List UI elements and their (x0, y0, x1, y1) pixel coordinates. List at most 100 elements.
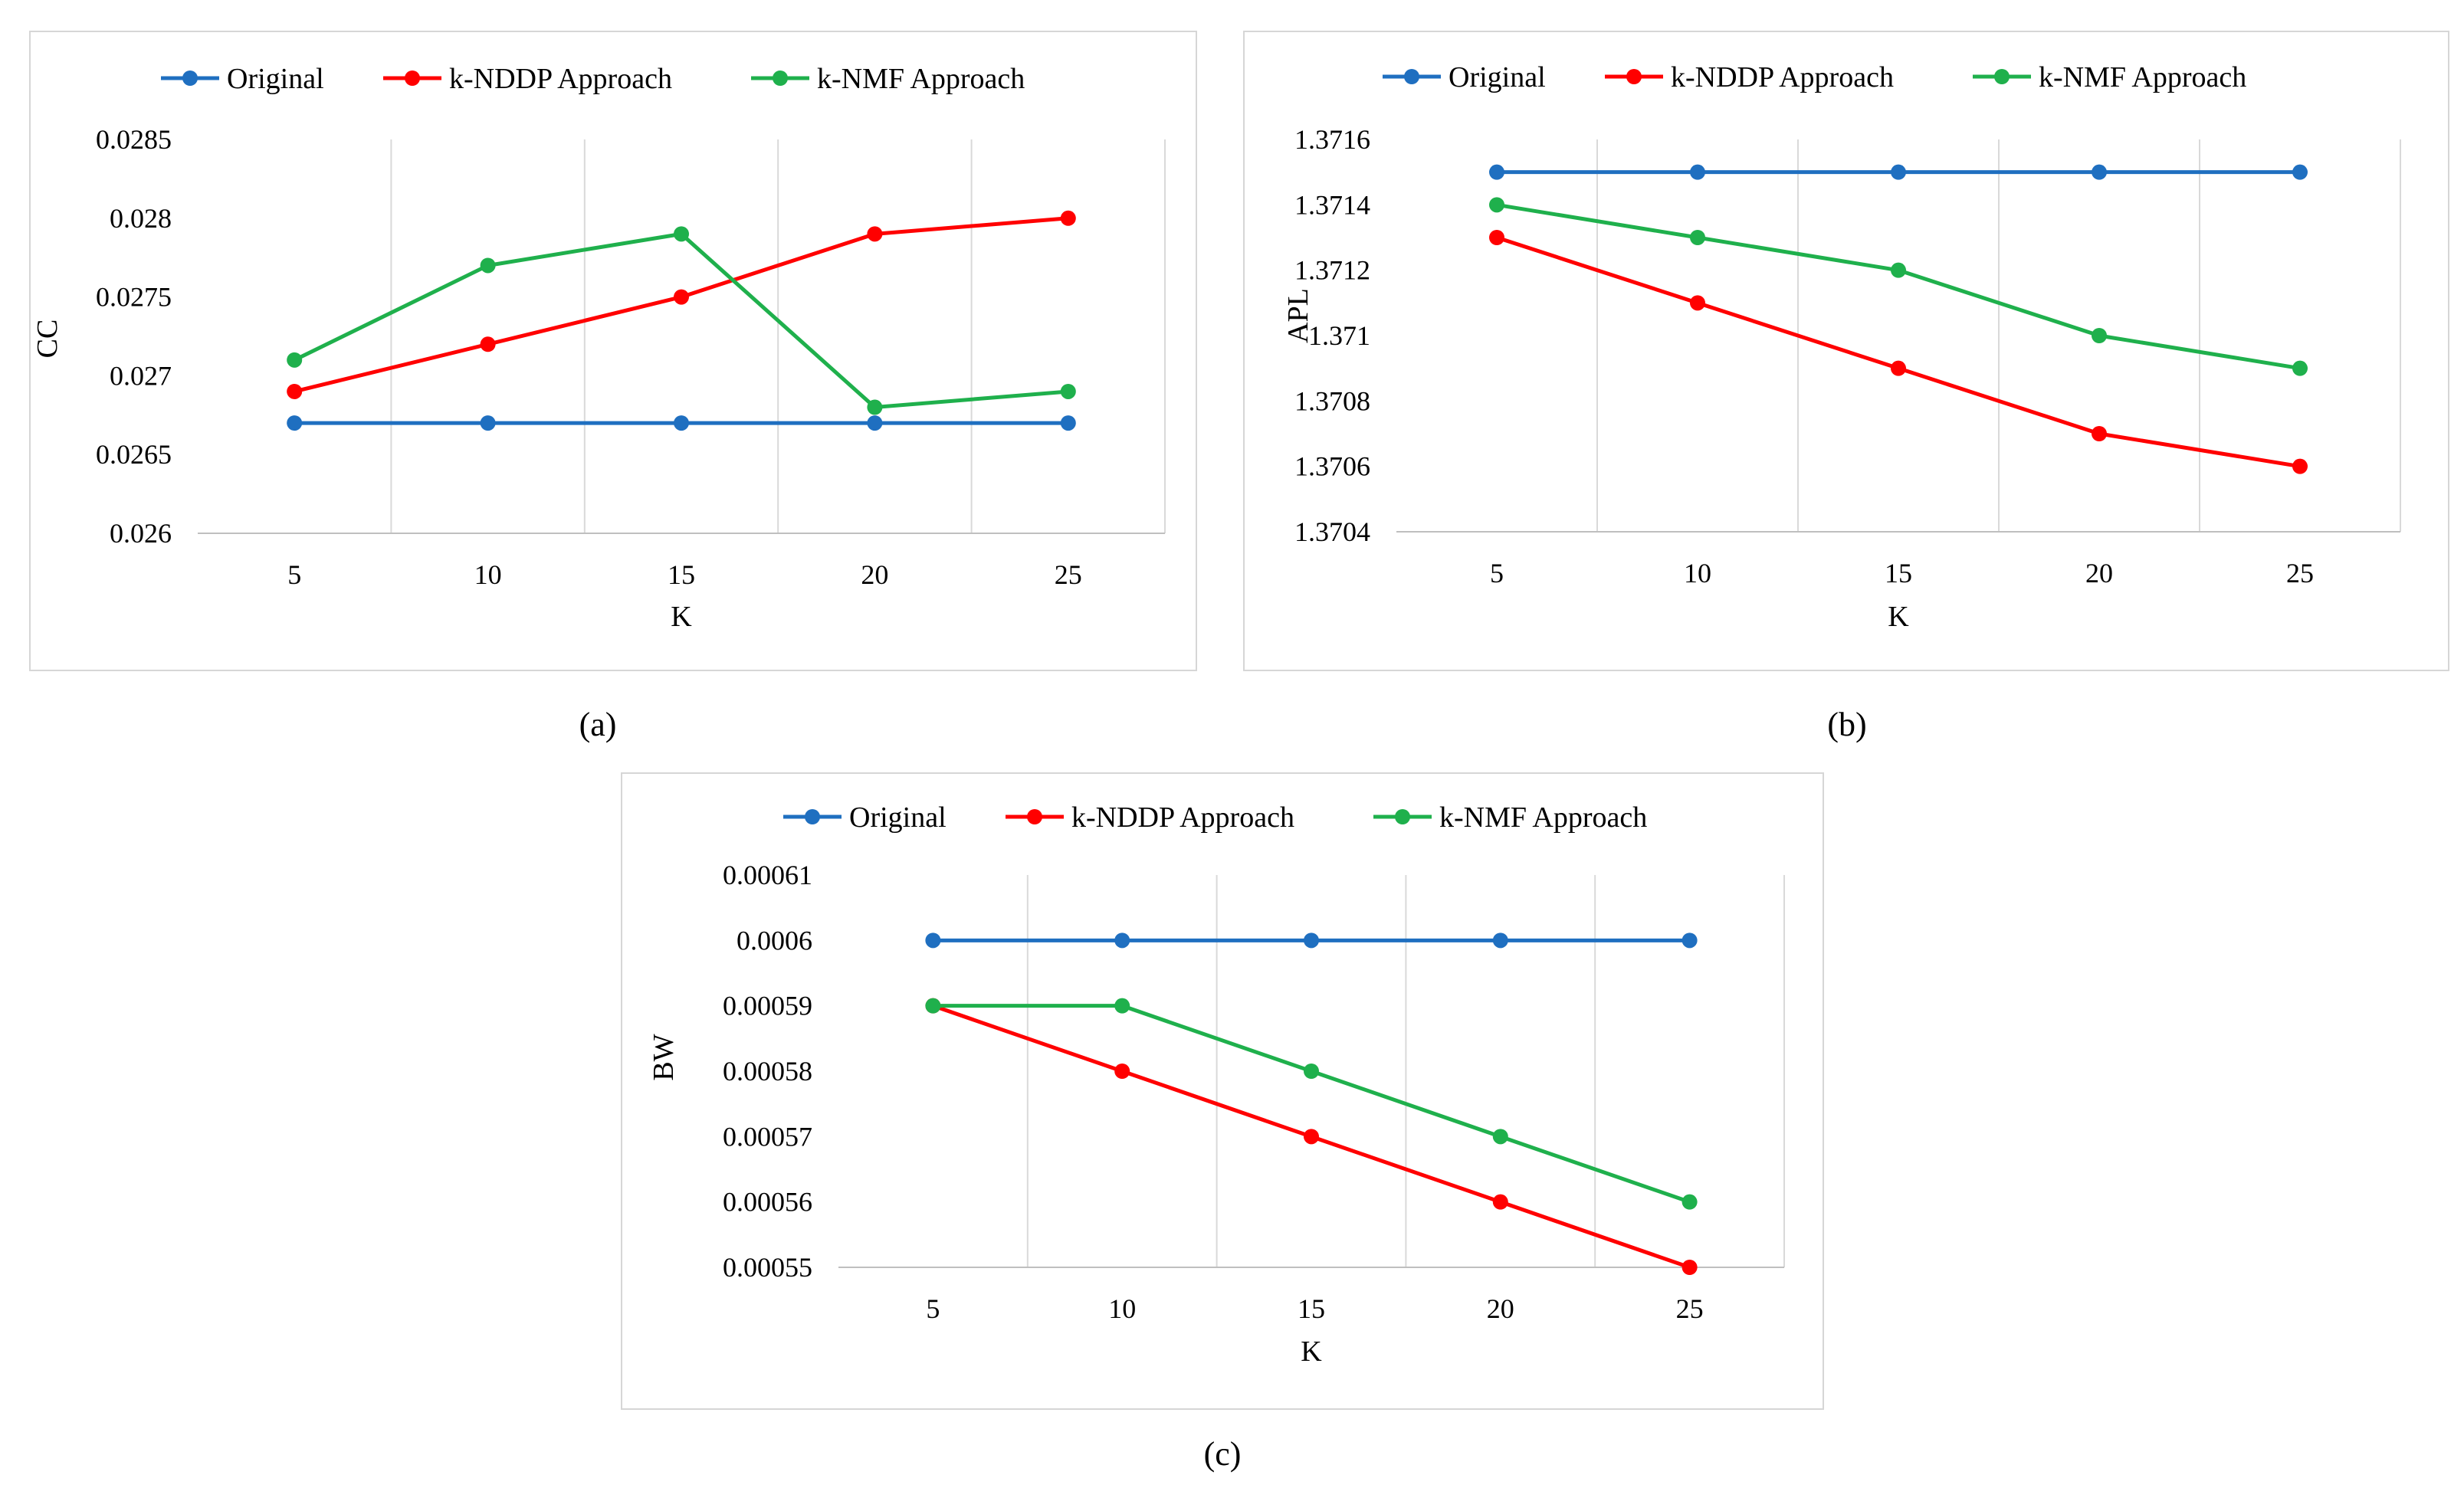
legend-label-nddp: k-NDDP Approach (1671, 61, 1894, 93)
y-axis-title: APL (1282, 288, 1314, 343)
x-axis-title: K (1888, 601, 1909, 633)
series-line-nmf (1496, 202, 2301, 371)
legend-label-original: Original (849, 801, 947, 834)
data-point-nddp (480, 336, 496, 352)
y-tick-label: 1.3704 (1294, 516, 1370, 547)
x-tick-label: 25 (1055, 559, 1082, 590)
chart-a: 0.026 0.0265 0.027 0.0275 0.028 0.0285 5 10 15 20… (31, 63, 1166, 633)
y-tick-label: 0.00056 (723, 1187, 812, 1218)
data-point-nddp (1492, 1194, 1508, 1210)
y-tick-label: 0.00061 (723, 860, 812, 890)
data-point-original (925, 932, 941, 949)
chart-c: 0.00055 0.00056 0.00057 0.00058 0.00059 0.000… (648, 801, 1785, 1368)
y-tick-label: 0.0275 (96, 282, 172, 313)
series-line-nmf (294, 231, 1069, 410)
series-line-nmf (933, 1004, 1691, 1204)
y-tick-label: 0.00055 (723, 1252, 812, 1283)
x-tick-label: 20 (2085, 558, 2113, 588)
y-tick-label: 0.00058 (723, 1056, 812, 1087)
data-point-nddp (867, 226, 883, 242)
caption-a: (a) (579, 706, 617, 743)
x-tick-label: 25 (2286, 558, 2314, 588)
y-tick-label: 0.027 (110, 360, 172, 391)
data-point-nmf (1304, 1064, 1319, 1079)
x-tick-label: 20 (1487, 1293, 1514, 1324)
data-point-nmf (1681, 1194, 1698, 1210)
data-point-original (1114, 932, 1130, 949)
data-point-nddp (1690, 295, 1705, 311)
y-tick-label: 1.3708 (1294, 385, 1370, 416)
y-tick-label: 0.028 (110, 203, 172, 234)
data-point-original (1891, 164, 1906, 180)
y-tick-label: 1.3714 (1294, 189, 1370, 220)
x-tick-label: 20 (861, 559, 888, 590)
x-tick-label: 15 (1885, 558, 1912, 588)
data-point-original (2092, 164, 2107, 180)
x-tick-label: 25 (1676, 1293, 1704, 1324)
data-point-nddp (1681, 1260, 1698, 1275)
data-point-original (1690, 164, 1705, 180)
legend-label-nddp: k-NDDP Approach (449, 63, 672, 95)
data-point-nmf (1489, 197, 1504, 213)
data-point-nmf (1060, 383, 1076, 399)
legend-marker-original (805, 809, 820, 824)
chart-panel-b: 1.3704 1.3706 1.3708 1.371 1.3712 1.3714 1.371… (1243, 31, 2449, 671)
data-point-nmf (1690, 230, 1705, 245)
data-point-nddp (1891, 360, 1906, 376)
data-point-nddp (674, 289, 689, 305)
data-point-original (674, 415, 689, 431)
y-tick-label: 1.3706 (1294, 451, 1370, 482)
x-tick-label: 5 (1490, 558, 1504, 588)
y-tick-label: 0.0285 (96, 124, 172, 155)
x-tick-label: 10 (1684, 558, 1711, 588)
y-axis-title: BW (648, 1034, 680, 1080)
data-point-original (480, 415, 496, 431)
legend-label-nmf: k-NMF Approach (1439, 801, 1647, 834)
data-point-nddp (1114, 1064, 1130, 1079)
y-tick-label: 0.026 (110, 518, 172, 549)
legend-label-original: Original (1449, 61, 1546, 93)
caption-c: (c) (1203, 1435, 1242, 1473)
data-point-nddp (1060, 210, 1076, 226)
data-point-original (1681, 932, 1698, 949)
x-tick-label: 5 (926, 1293, 940, 1324)
data-point-nddp (287, 383, 303, 399)
y-tick-label: 0.0006 (737, 925, 812, 955)
legend-label-nmf: k-NMF Approach (2039, 61, 2246, 93)
data-point-nmf (2292, 360, 2308, 376)
data-point-nmf (2092, 328, 2107, 343)
legend-marker-nddp (405, 70, 420, 86)
data-point-nmf (925, 998, 941, 1014)
y-tick-label: 0.0265 (96, 439, 172, 470)
data-point-nmf (1891, 262, 1906, 278)
data-point-original (867, 415, 883, 431)
data-point-nmf (674, 226, 689, 242)
data-point-nmf (1492, 1129, 1508, 1145)
y-tick-label: 1.371 (1308, 320, 1370, 351)
data-point-nmf (1114, 998, 1130, 1014)
caption-b: (b) (1827, 706, 1867, 743)
data-point-nddp (1304, 1129, 1319, 1145)
x-axis-title: K (1301, 1336, 1322, 1368)
y-tick-label: 0.00059 (723, 991, 812, 1021)
data-point-nmf (480, 257, 496, 274)
data-point-nmf (287, 352, 303, 368)
legend-marker-nmf (1994, 69, 2010, 84)
y-tick-label: 1.3716 (1294, 124, 1370, 155)
x-tick-label: 5 (287, 559, 301, 590)
legend-marker-nddp (1626, 69, 1642, 84)
y-tick-label: 1.3712 (1294, 255, 1370, 286)
x-tick-label: 15 (668, 559, 695, 590)
data-point-original (2292, 164, 2308, 180)
chart-panel-a: 0.026 0.0265 0.027 0.0275 0.028 0.0285 5 10 15 20… (29, 31, 1197, 671)
legend-label-nddp: k-NDDP Approach (1071, 801, 1294, 834)
data-point-original (1304, 932, 1319, 949)
legend-marker-nmf (773, 70, 788, 86)
x-axis-title: K (671, 601, 692, 633)
y-axis-title: CC (31, 320, 64, 359)
data-point-original (1492, 932, 1508, 949)
legend-label-original: Original (227, 63, 324, 95)
data-point-nddp (2092, 426, 2107, 441)
x-tick-label: 15 (1298, 1293, 1325, 1324)
y-tick-label: 0.00057 (723, 1121, 812, 1152)
